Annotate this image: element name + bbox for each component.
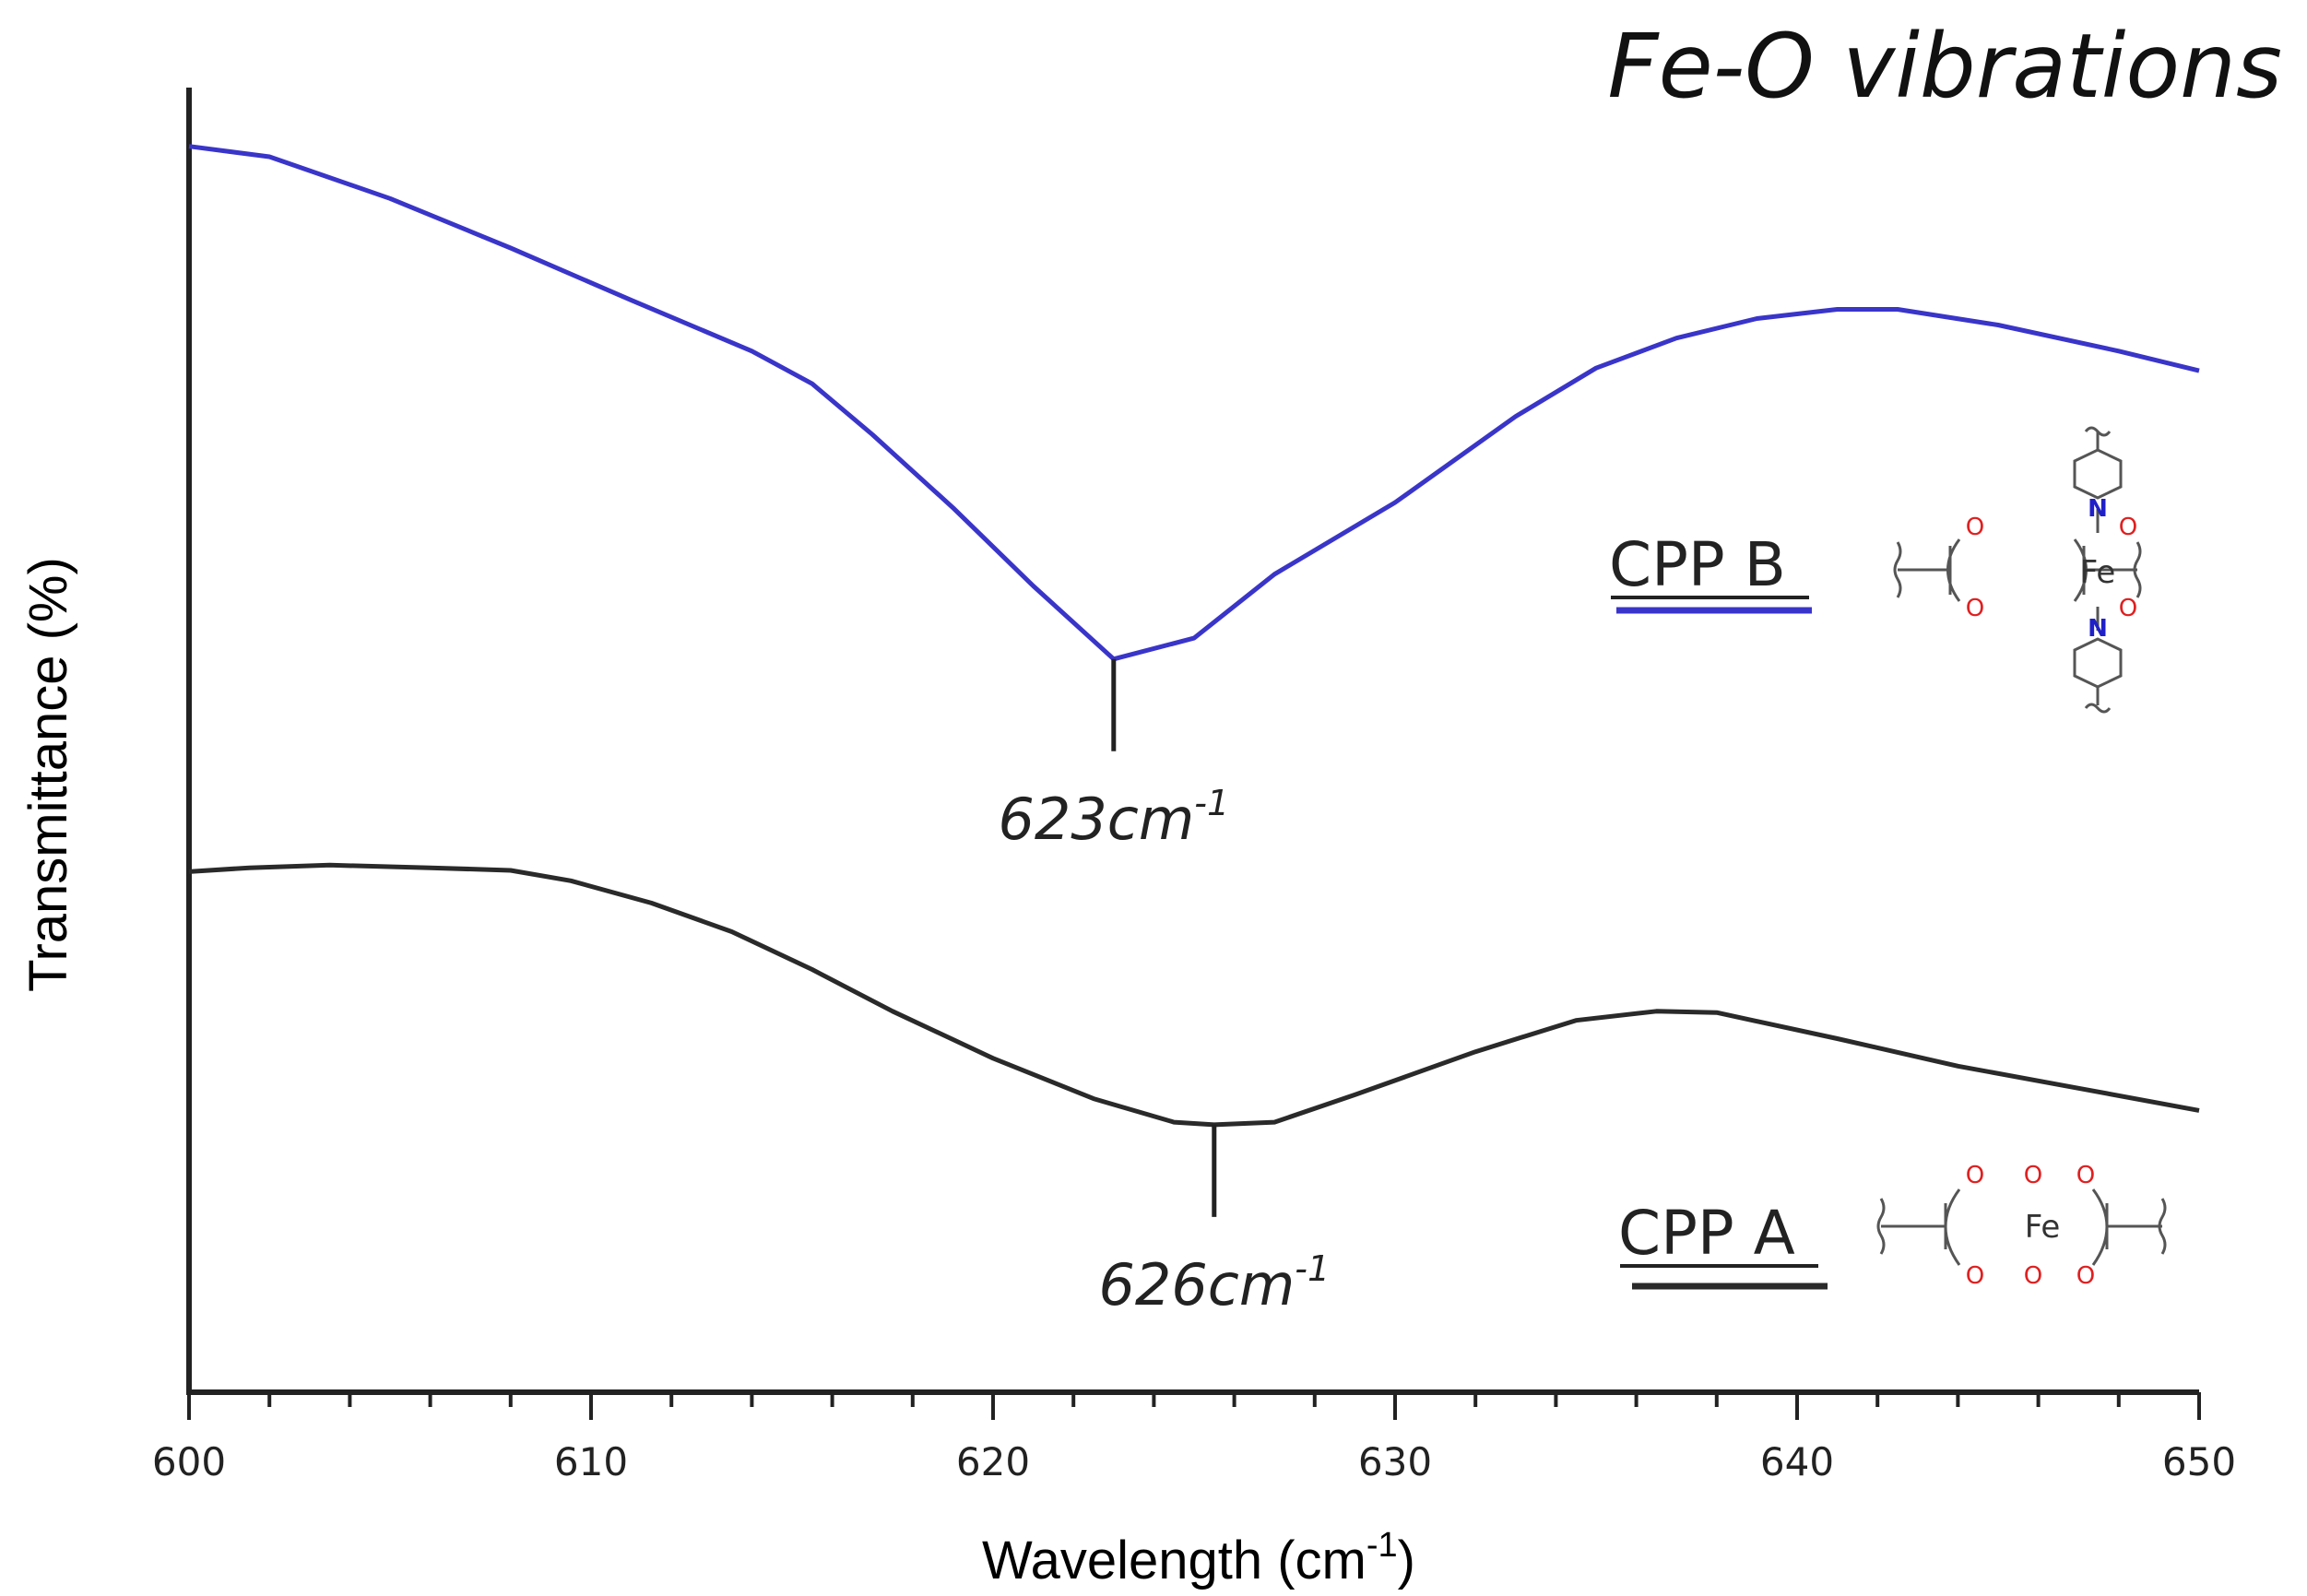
wavy-bond-left-icon: [1893, 541, 1902, 598]
oxygen-atom: O: [2076, 1262, 2095, 1290]
pyridine-top-icon: [2073, 448, 2123, 500]
oxygen-atom: O: [2076, 1162, 2095, 1189]
iron-atom: Fe: [2080, 554, 2116, 591]
legend-cpp-b: CPP B: [1609, 529, 1812, 614]
wavy-bond-right-icon: [2133, 541, 2142, 598]
x-axis-title: Wavelength (cm-1): [982, 1526, 1415, 1590]
oxygen-atom: O: [1966, 1162, 1984, 1189]
x-tick-label: 630: [1358, 1439, 1432, 1484]
peak-label-623: 623cm-1: [998, 783, 1229, 853]
pyridine-bottom-icon: [2073, 637, 2123, 689]
oxygen-atom: O: [2119, 514, 2137, 541]
iron-atom: Fe: [2025, 1209, 2061, 1246]
oxygen-atom: O: [1966, 1262, 1984, 1290]
wavy-bond-left-icon: [1876, 1198, 1886, 1255]
oxygen-atom: O: [2119, 595, 2137, 622]
x-tick-label: 600: [152, 1439, 226, 1484]
oxygen-atom: O: [1966, 514, 1984, 541]
peak-label-626: 626cm-1: [1098, 1248, 1330, 1318]
x-tick-label: 640: [1760, 1439, 1834, 1484]
nitrogen-atom: N: [2088, 495, 2108, 523]
x-ticks: 600 610 620 630 640 650: [152, 1392, 2236, 1484]
series-line-cpp-b: [188, 144, 2200, 662]
legend-label-cpp-b: CPP B: [1609, 529, 1786, 600]
oxygen-atom: O: [1966, 595, 1984, 622]
y-axis-title: Transmittance (%): [18, 557, 78, 992]
nitrogen-atom: N: [2088, 615, 2108, 643]
cpp-b-structure: [1893, 426, 2142, 714]
series-line-cpp-a: [188, 862, 2200, 1128]
legend-label-cpp-a: CPP A: [1618, 1198, 1795, 1269]
x-tick-label: 650: [2162, 1439, 2236, 1484]
oxygen-atom: O: [2024, 1162, 2042, 1189]
legend-cpp-a: CPP A: [1618, 1198, 1828, 1290]
x-tick-label: 610: [554, 1439, 628, 1484]
cpp-a-structure: [1876, 1188, 2167, 1266]
oxygen-atom: O: [2024, 1262, 2042, 1290]
chart-title: Fe-O vibrations: [1607, 15, 2282, 118]
wavy-bond-right-icon: [2158, 1198, 2167, 1255]
x-tick-label: 620: [956, 1439, 1030, 1484]
